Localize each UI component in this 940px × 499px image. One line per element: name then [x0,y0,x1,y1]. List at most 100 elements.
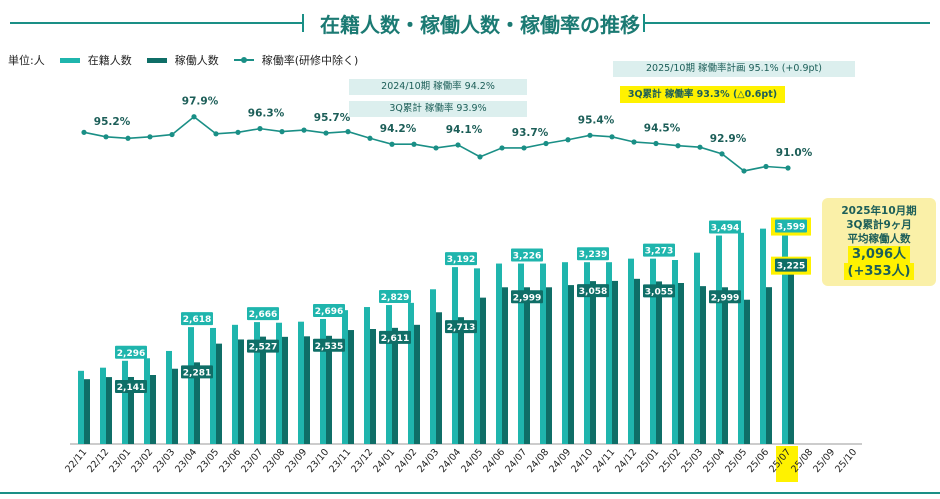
working-label-24/07: 2,999 [513,293,541,303]
enrolled-label-25/04: 3,494 [711,224,739,234]
working-label-box-23/10 [313,338,345,352]
working-label-25/07: 3,225 [777,262,805,272]
working-label-box-24/10 [577,284,609,298]
tick-24/04: 24/04 [437,447,463,475]
rate-label-25/04: 92.9% [710,133,747,145]
bar-enrolled-23/01 [122,360,128,444]
rate-point-23/07 [257,126,263,132]
enrolled-label-24/10: 3,239 [579,250,607,260]
bar-enrolled-24/04 [452,267,458,444]
bar-working-24/08 [546,287,552,444]
summary-line2: 3Q累計9ヶ月 [846,219,912,231]
tick-24/08: 24/08 [525,447,551,475]
working-label-25/04: 2,999 [711,293,739,303]
title-rule-right [645,22,930,24]
rate-point-24/02 [411,141,417,147]
rate-point-23/02 [147,134,153,140]
tick-23/04: 23/04 [173,447,199,475]
bar-enrolled-23/03 [166,350,172,444]
enrolled-label-box-24/01 [379,290,411,304]
bar-enrolled-23/05 [210,327,216,444]
legend-unit: 単位:人 [8,54,45,67]
bottom-rule [0,492,940,494]
title-tick-left [302,14,304,32]
working-label-23/01: 2,141 [117,383,145,393]
bar-enrolled-25/03 [694,252,700,444]
tick-24/07: 24/07 [503,447,529,475]
tick-23/09: 23/09 [283,447,309,475]
bar-enrolled-23/06 [232,324,238,444]
bar-working-22/12 [106,377,112,444]
rate-point-24/04 [455,142,461,148]
legend-rate-swatch [234,57,255,63]
bar-working-24/02 [414,324,420,444]
working-label-23/04: 2,281 [183,368,211,378]
enrolled-label-box-25/01 [643,243,675,257]
legend-enrolled: 在籍人数 [87,54,132,67]
tick-25/01: 25/01 [635,447,661,475]
rate-label-24/04: 94.1% [446,124,483,136]
annotation-q3-2025-rate: 3Q累計 稼働率 93.3% (△0.6pt) [620,86,785,103]
bar-enrolled-25/02 [672,260,678,444]
bar-enrolled-24/07 [518,263,524,444]
bar-enrolled-23/11 [342,310,348,444]
enrolled-label-box-25/04 [709,220,741,234]
working-label-box-24/07 [511,290,543,304]
tick-23/07: 23/07 [239,447,265,475]
rate-label-25/07: 91.0% [776,147,813,159]
working-label-box-23/01 [115,379,147,393]
bar-working-24/06 [502,287,508,444]
title-rule-left [10,22,302,24]
enrolled-label-23/01: 2,296 [117,349,145,359]
bar-working-25/03 [700,286,706,444]
tick-22/12: 22/12 [85,447,111,475]
tick-25/03: 25/03 [679,447,705,475]
summary-delta: (+353人) [843,263,915,280]
tick-22/11: 22/11 [63,447,89,475]
bar-enrolled-23/02 [144,358,150,444]
legend-working: 稼働人数 [174,54,219,67]
bar-working-23/01 [128,376,134,444]
tick-24/09: 24/09 [547,447,573,475]
tick-23/02: 23/02 [129,447,155,475]
bar-enrolled-23/08 [276,322,282,444]
rate-point-23/12 [367,135,373,141]
bar-working-24/03 [436,312,442,444]
legend-enrolled-swatch [60,57,81,63]
enrolled-label-box-24/10 [577,247,609,261]
enrolled-label-25/01: 3,273 [645,247,673,257]
rate-label-23/10: 95.7% [314,112,351,124]
rate-label-24/01: 94.2% [380,123,417,135]
rate-point-25/05 [741,168,747,174]
rate-point-22/12 [103,134,109,140]
rate-point-24/06 [499,145,505,151]
rate-line [83,115,789,172]
bar-enrolled-24/06 [496,263,502,444]
rate-point-24/08 [543,140,549,147]
bar-working-24/11 [612,280,618,444]
bar-working-25/01 [656,281,662,444]
enrolled-label-box-23/04 [181,312,213,326]
tick-24/12: 24/12 [613,447,639,475]
bar-enrolled-24/10 [584,262,590,444]
rate-point-25/04 [719,151,725,157]
working-label-25/01: 3,055 [645,287,673,297]
bar-working-22/11 [84,379,90,444]
bar-working-23/07 [260,336,266,444]
tick-23/01: 23/01 [107,447,133,475]
rate-point-23/09 [301,127,307,133]
summary-line3: 平均稼働人数 [847,233,911,245]
rate-point-22/11 [81,129,87,135]
bar-enrolled-24/03 [430,289,436,444]
bar-working-24/07 [524,287,530,444]
bar-enrolled-24/11 [606,262,612,444]
rate-point-23/03 [169,131,175,138]
bar-enrolled-25/06 [760,228,766,444]
bar-working-25/06 [766,287,772,444]
working-label-box-23/07 [247,339,279,353]
tick-23/12: 23/12 [349,447,375,475]
bar-working-24/04 [458,317,464,444]
enrolled-label-box-23/07 [247,307,279,321]
bar-enrolled-23/10 [320,318,326,444]
enrolled-label-box-24/07 [511,248,543,262]
